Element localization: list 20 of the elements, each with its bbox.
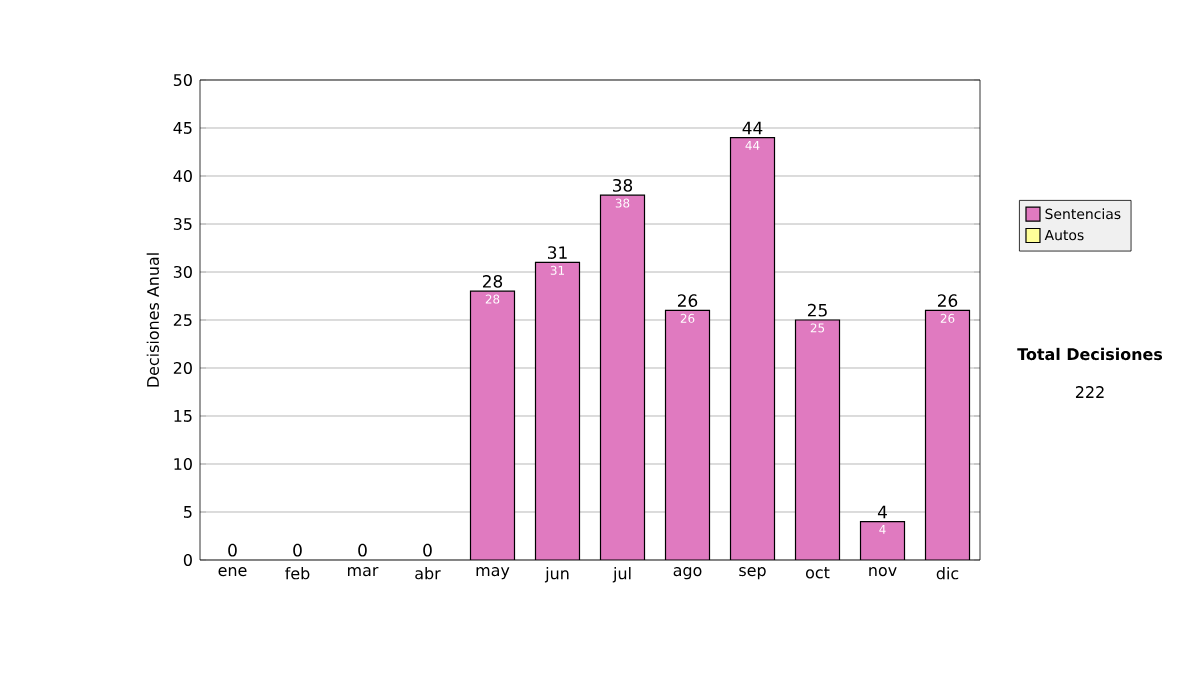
bar <box>794 319 841 560</box>
bar <box>664 309 711 560</box>
total-label: 38 <box>613 179 633 192</box>
bar <box>924 309 971 560</box>
total-label: 26 <box>937 294 958 308</box>
bar <box>599 194 646 560</box>
total-label: 0 <box>293 543 302 557</box>
total-label: 0 <box>228 543 237 557</box>
total-label: 0 <box>423 543 432 557</box>
total-label: 4 <box>877 505 887 519</box>
bar <box>729 136 776 560</box>
bar <box>469 290 516 560</box>
total-label: 25 <box>807 303 827 317</box>
total-label: 28 <box>482 275 503 288</box>
total-label: 44 <box>742 121 763 135</box>
bar <box>534 261 581 560</box>
total-label: 26 <box>677 294 698 308</box>
total-label: 0 <box>358 543 367 557</box>
bar <box>859 521 906 560</box>
total-label: 31 <box>548 246 567 260</box>
